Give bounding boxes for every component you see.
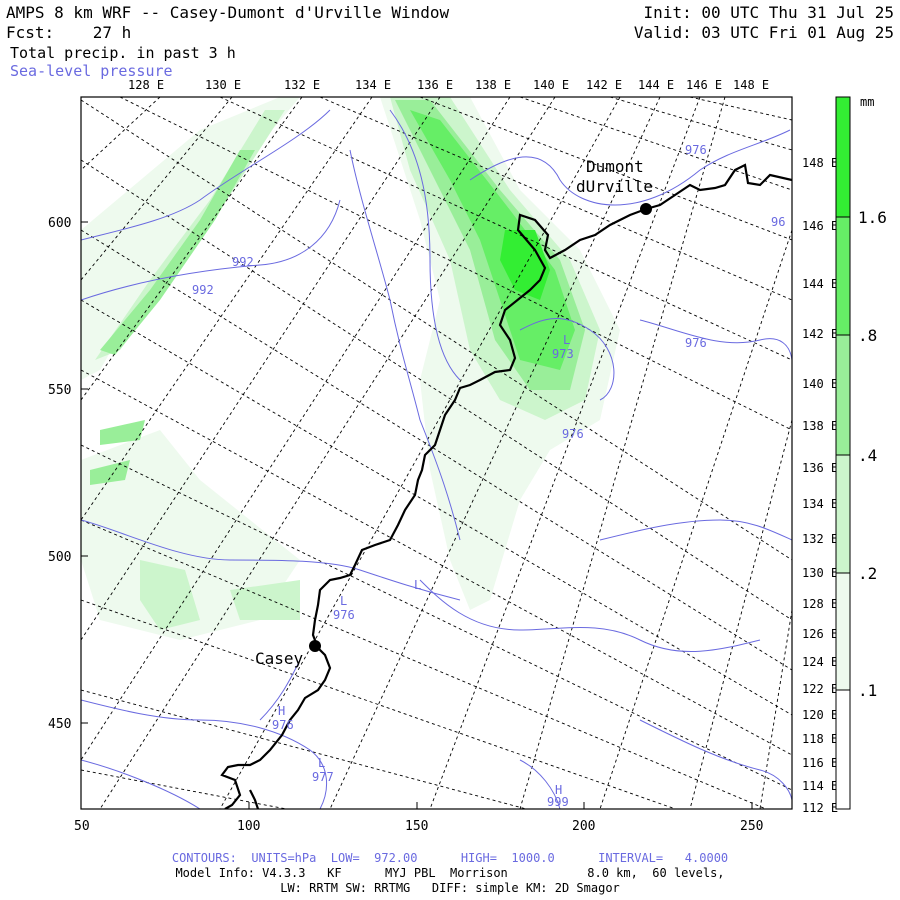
init-time: Init: 00 UTC Thu 31 Jul 25 (643, 3, 894, 22)
colorbar-swatch (836, 217, 850, 335)
lon-label: 122 E (802, 682, 838, 696)
x-tick-label: 250 (740, 819, 763, 834)
y-tick-label: 600 (48, 216, 71, 231)
low-mark: L (318, 756, 325, 770)
lon-label: 128 E (128, 78, 164, 92)
map-frame (80, 96, 793, 810)
pressure-label: 973 (552, 347, 574, 361)
precip-shading (81, 97, 620, 640)
lon-label: 120 E (802, 708, 838, 722)
valid-time: Valid: 03 UTC Fri 01 Aug 25 (633, 23, 894, 42)
lon-label: 136 E (802, 461, 838, 475)
dumont-durville-marker (640, 203, 652, 215)
pressure-label: 977 (312, 770, 334, 784)
pressure-label: 976 (272, 718, 294, 732)
lon-label: 128 E (802, 597, 838, 611)
lon-label: 124 E (802, 655, 838, 669)
lon-label: 138 E (475, 78, 511, 92)
colorbar-swatch (836, 335, 850, 455)
low-mark: L (563, 333, 570, 347)
lon-label: 146 E (802, 219, 838, 233)
pressure-label: 976 (685, 336, 707, 350)
right-lon-labels: 148 E 146 E 144 E 142 E 140 E 138 E 136 … (802, 156, 838, 815)
lon-label: 112 E (802, 801, 838, 815)
station-markers: Dumont dUrville Casey (255, 157, 653, 668)
coastline (220, 163, 792, 809)
lon-label: 142 E (586, 78, 622, 92)
y-tick-label: 500 (48, 550, 71, 565)
lon-label: 140 E (802, 377, 838, 391)
lon-label: 140 E (533, 78, 569, 92)
pressure-label: 976 (685, 143, 707, 157)
lon-label: 114 E (802, 779, 838, 793)
field-slp-label: Sea-level pressure (10, 62, 173, 80)
colorbar-level: .2 (858, 564, 877, 583)
colorbar-level: .4 (858, 446, 877, 465)
colorbar-level: .8 (858, 326, 877, 345)
physics-info: LW: RRTM SW: RRTMG DIFF: simple KM: 2D S… (280, 881, 620, 895)
colorbar-swatch (836, 573, 850, 690)
lon-label: 130 E (205, 78, 241, 92)
bottom-axis: 50 100 150 200 250 (74, 802, 763, 834)
x-tick-label: 200 (572, 819, 595, 834)
y-tick-label: 550 (48, 383, 71, 398)
low-mark: L (340, 594, 347, 608)
low-mark: L (414, 578, 421, 592)
lon-label: 134 E (802, 497, 838, 511)
lon-label: 132 E (802, 532, 838, 546)
x-tick-label: 50 (74, 819, 90, 834)
colorbar-swatch (836, 690, 850, 809)
lon-label: 144 E (638, 78, 674, 92)
model-info: Model Info: V4.3.3 KF MYJ PBL Morrison 8… (175, 866, 725, 880)
pressure-label: 976 (333, 608, 355, 622)
lon-label: 126 E (802, 627, 838, 641)
station-durville-label: dUrville (576, 177, 653, 196)
colorbar-unit: mm (860, 95, 874, 109)
lon-label: 138 E (802, 419, 838, 433)
x-tick-label: 100 (237, 819, 260, 834)
left-axis: 600 550 500 450 (48, 216, 88, 732)
lon-label: 146 E (686, 78, 722, 92)
pressure-label: 999 (547, 795, 569, 809)
contour-info: CONTOURS: UNITS=hPa LOW= 972.00 HIGH= 10… (171, 851, 729, 865)
high-mark: H (278, 704, 285, 718)
lon-label: 118 E (802, 732, 838, 746)
colorbar-level: 1.6 (858, 208, 887, 227)
lon-label: 144 E (802, 277, 838, 291)
lon-label: 130 E (802, 566, 838, 580)
x-tick-label: 150 (405, 819, 428, 834)
pressure-label: 976 (562, 427, 584, 441)
y-tick-label: 450 (48, 717, 71, 732)
colorbar: mm 1.6 .8 .4 .2 .1 (835, 95, 887, 810)
lon-label: 148 E (733, 78, 769, 92)
map-title: AMPS 8 km WRF -- Casey-Dumont d'Urville … (6, 3, 450, 22)
station-casey-label: Casey (255, 649, 304, 668)
field-precip-label: Total precip. in past 3 h (10, 44, 236, 62)
high-mark: H (555, 783, 562, 797)
top-lon-labels: 128 E 130 E 132 E 134 E 136 E 138 E 140 … (128, 78, 769, 92)
colorbar-level: .1 (858, 681, 877, 700)
pressure-label: 992 (232, 255, 254, 269)
lon-label: 148 E (802, 156, 838, 170)
pressure-labels: 976 992 992 976 973 976 976 976 977 999 … (192, 143, 785, 809)
lon-label: 116 E (802, 756, 838, 770)
lon-label: 136 E (417, 78, 453, 92)
forecast-hour: Fcst: 27 h (6, 23, 132, 42)
station-dumont-label: Dumont (586, 157, 644, 176)
colorbar-swatch (836, 97, 850, 217)
casey-marker (309, 640, 321, 652)
lon-label: 142 E (802, 327, 838, 341)
pressure-label: 992 (192, 283, 214, 297)
pressure-label: 96 (771, 215, 785, 229)
lon-label: 134 E (355, 78, 391, 92)
lon-label: 132 E (284, 78, 320, 92)
slp-contours (81, 109, 792, 809)
colorbar-swatch (836, 455, 850, 573)
latlon-grid (81, 97, 792, 809)
